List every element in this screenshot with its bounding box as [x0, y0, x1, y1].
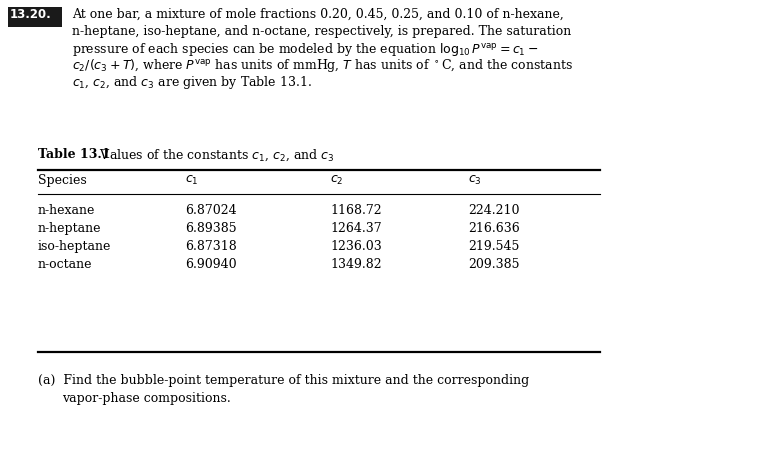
Text: n-hexane: n-hexane [38, 204, 95, 217]
Text: 1236.03: 1236.03 [330, 240, 382, 253]
Text: 6.87318: 6.87318 [185, 240, 237, 253]
Text: 216.636: 216.636 [468, 222, 520, 235]
Text: Species: Species [38, 174, 87, 187]
Text: vapor-phase compositions.: vapor-phase compositions. [62, 392, 231, 405]
Text: Table 13.1: Table 13.1 [38, 148, 111, 161]
Text: 219.545: 219.545 [468, 240, 519, 253]
Text: iso-heptane: iso-heptane [38, 240, 111, 253]
Text: At one bar, a mixture of mole fractions 0.20, 0.45, 0.25, and 0.10 of n-hexane,: At one bar, a mixture of mole fractions … [72, 8, 563, 21]
Text: 209.385: 209.385 [468, 258, 519, 271]
Text: n-heptane, iso-heptane, and n-octane, respectively, is prepared. The saturation: n-heptane, iso-heptane, and n-octane, re… [72, 24, 571, 38]
Text: $c_1$: $c_1$ [185, 174, 199, 187]
Text: 6.90940: 6.90940 [185, 258, 237, 271]
Text: 6.87024: 6.87024 [185, 204, 237, 217]
Text: 1349.82: 1349.82 [330, 258, 382, 271]
Text: $c_3$: $c_3$ [468, 174, 481, 187]
Text: (a)  Find the bubble-point temperature of this mixture and the corresponding: (a) Find the bubble-point temperature of… [38, 374, 529, 387]
Text: $c_2/(c_3 + T)$, where $P^{\mathrm{vap}}$ has units of mmHg, $T$ has units of $^: $c_2/(c_3 + T)$, where $P^{\mathrm{vap}}… [72, 57, 573, 74]
Text: 224.210: 224.210 [468, 204, 519, 217]
Text: pressure of each species can be modeled by the equation $\log_{10}P^{\mathrm{vap: pressure of each species can be modeled … [72, 41, 539, 58]
Text: $c_2$: $c_2$ [330, 174, 344, 187]
Text: 6.89385: 6.89385 [185, 222, 237, 235]
Text: $c_1$, $c_2$, and $c_3$ are given by Table 13.1.: $c_1$, $c_2$, and $c_3$ are given by Tab… [72, 74, 312, 91]
Text: n-heptane: n-heptane [38, 222, 101, 235]
Text: 1168.72: 1168.72 [330, 204, 382, 217]
Text: Values of the constants $c_1$, $c_2$, and $c_3$: Values of the constants $c_1$, $c_2$, an… [96, 148, 334, 163]
Text: 13.20.: 13.20. [10, 8, 52, 21]
Text: 1264.37: 1264.37 [330, 222, 382, 235]
Text: n-octane: n-octane [38, 258, 93, 271]
